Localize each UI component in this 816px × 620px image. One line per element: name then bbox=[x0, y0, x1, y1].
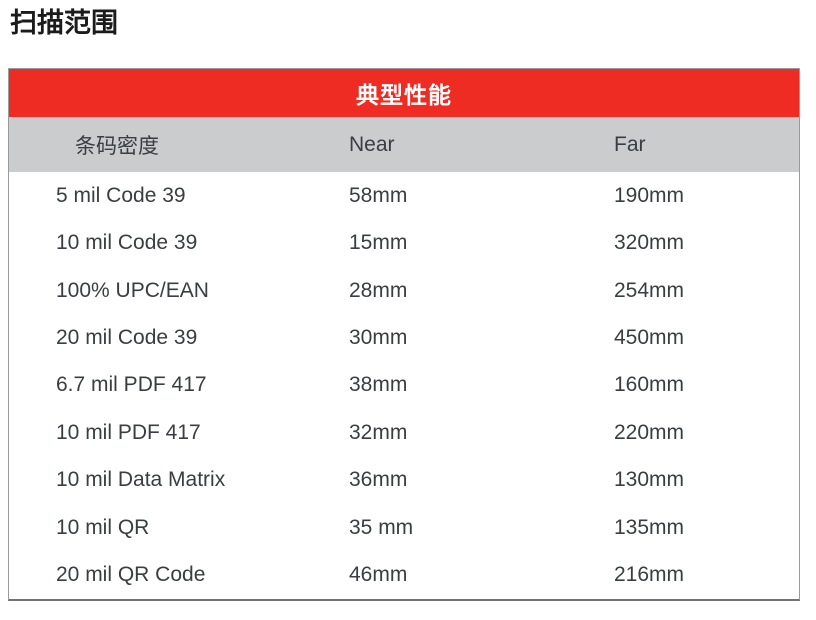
column-header-density: 条码密度 bbox=[75, 134, 159, 158]
table-row: 100% UPC/EAN 28mm 254mm bbox=[9, 267, 799, 314]
cell-near: 46mm bbox=[349, 563, 408, 587]
cell-near: 30mm bbox=[349, 326, 408, 350]
cell-near: 28mm bbox=[349, 278, 408, 302]
column-header-row: 条码密度 Near Far bbox=[9, 117, 799, 172]
column-header-near: Near bbox=[349, 132, 395, 156]
table-row: 5 mil Code 39 58mm 190mm bbox=[9, 172, 799, 219]
cell-density: 20 mil QR Code bbox=[56, 563, 206, 587]
table-row: 6.7 mil PDF 417 38mm 160mm bbox=[9, 362, 799, 409]
table-row: 10 mil QR 35 mm 135mm bbox=[9, 504, 799, 551]
table-row: 10 mil PDF 417 32mm 220mm bbox=[9, 409, 799, 456]
table-row: 10 mil Code 39 15mm 320mm bbox=[9, 219, 799, 266]
cell-density: 5 mil Code 39 bbox=[56, 183, 186, 207]
table-row: 20 mil Code 39 30mm 450mm bbox=[9, 314, 799, 361]
cell-far: 216mm bbox=[614, 563, 685, 587]
cell-far: 130mm bbox=[614, 468, 685, 492]
cell-far: 190mm bbox=[614, 183, 685, 207]
table-header-label: 典型性能 bbox=[356, 82, 452, 108]
table-row: 20 mil QR Code 46mm 216mm bbox=[9, 552, 799, 599]
cell-far: 254mm bbox=[614, 278, 685, 302]
cell-density: 10 mil Data Matrix bbox=[56, 468, 226, 492]
scan-range-table: 典型性能 条码密度 Near Far 5 mil Code 39 58mm 190m… bbox=[8, 68, 800, 601]
cell-density: 10 mil QR bbox=[56, 515, 150, 539]
cell-near: 38mm bbox=[349, 373, 408, 397]
cell-density: 10 mil Code 39 bbox=[56, 231, 198, 255]
table-header: 典型性能 bbox=[9, 69, 799, 117]
table-row: 10 mil Data Matrix 36mm 130mm bbox=[9, 457, 799, 504]
cell-near: 32mm bbox=[349, 420, 408, 444]
cell-far: 320mm bbox=[614, 231, 685, 255]
cell-density: 6.7 mil PDF 417 bbox=[56, 373, 207, 397]
cell-near: 35 mm bbox=[349, 515, 414, 539]
page-title: 扫描范围 bbox=[10, 8, 118, 38]
cell-density: 100% UPC/EAN bbox=[56, 278, 209, 302]
column-header-far: Far bbox=[614, 132, 646, 156]
cell-far: 160mm bbox=[614, 373, 685, 397]
cell-far: 220mm bbox=[614, 420, 685, 444]
cell-far: 135mm bbox=[614, 515, 685, 539]
cell-near: 36mm bbox=[349, 468, 408, 492]
cell-far: 450mm bbox=[614, 326, 685, 350]
cell-near: 15mm bbox=[349, 231, 408, 255]
cell-near: 58mm bbox=[349, 183, 408, 207]
cell-density: 10 mil PDF 417 bbox=[56, 420, 201, 444]
cell-density: 20 mil Code 39 bbox=[56, 326, 198, 350]
table-body: 5 mil Code 39 58mm 190mm 10 mil Code 39 15mm… bbox=[9, 172, 799, 599]
